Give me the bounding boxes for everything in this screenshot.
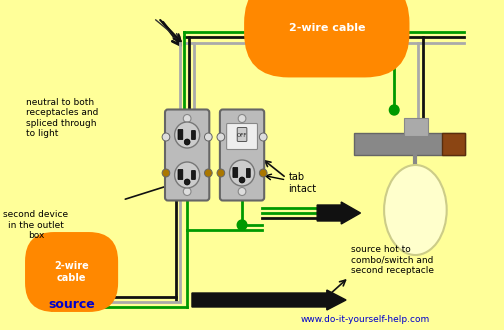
FancyArrow shape <box>317 202 360 224</box>
Circle shape <box>217 169 225 177</box>
Text: www.do-it-yourself-help.com: www.do-it-yourself-help.com <box>301 315 430 324</box>
FancyBboxPatch shape <box>443 133 465 155</box>
FancyBboxPatch shape <box>404 118 428 136</box>
Circle shape <box>238 115 246 122</box>
Circle shape <box>205 169 212 177</box>
FancyBboxPatch shape <box>220 110 264 201</box>
FancyBboxPatch shape <box>246 169 250 178</box>
Circle shape <box>238 187 246 195</box>
Text: OFF: OFF <box>237 133 247 138</box>
FancyBboxPatch shape <box>165 110 209 201</box>
FancyArrow shape <box>192 290 346 310</box>
Circle shape <box>174 122 200 148</box>
Text: neutral to both
receptacles and
spliced through
to light: neutral to both receptacles and spliced … <box>26 98 99 138</box>
Text: source: source <box>48 299 95 312</box>
Circle shape <box>162 133 170 141</box>
Circle shape <box>205 133 212 141</box>
FancyBboxPatch shape <box>192 130 196 140</box>
Circle shape <box>174 162 200 188</box>
Circle shape <box>183 187 191 195</box>
Circle shape <box>184 179 190 185</box>
Ellipse shape <box>384 165 447 255</box>
Circle shape <box>162 169 170 177</box>
FancyBboxPatch shape <box>237 127 247 142</box>
Circle shape <box>260 133 267 141</box>
Circle shape <box>229 160 255 186</box>
FancyBboxPatch shape <box>178 129 183 140</box>
FancyBboxPatch shape <box>233 168 238 178</box>
Text: source hot to
combo/switch and
second receptacle: source hot to combo/switch and second re… <box>351 245 434 275</box>
FancyBboxPatch shape <box>178 170 183 180</box>
Text: second device
in the outlet
box: second device in the outlet box <box>4 210 69 240</box>
FancyArrow shape <box>35 289 67 311</box>
FancyBboxPatch shape <box>192 171 196 180</box>
Circle shape <box>237 220 247 230</box>
Circle shape <box>217 133 225 141</box>
Circle shape <box>239 177 245 183</box>
Text: 2-wire
cable: 2-wire cable <box>54 261 89 283</box>
FancyBboxPatch shape <box>354 133 465 155</box>
FancyBboxPatch shape <box>227 123 258 149</box>
Text: 2-wire cable: 2-wire cable <box>289 23 365 33</box>
Circle shape <box>260 169 267 177</box>
Circle shape <box>183 115 191 122</box>
Circle shape <box>390 105 399 115</box>
Circle shape <box>184 139 190 145</box>
Text: tab
intact: tab intact <box>288 172 317 194</box>
